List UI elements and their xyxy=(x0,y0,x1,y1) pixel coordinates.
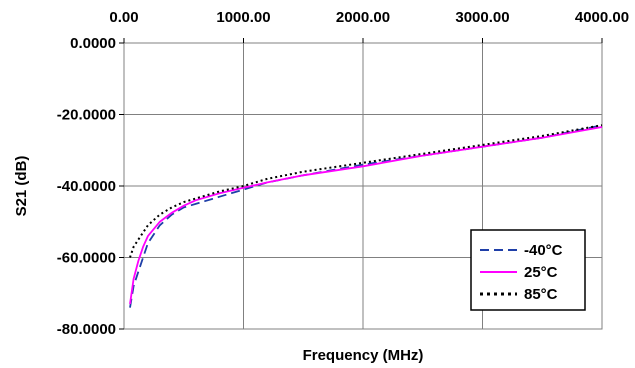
y-tick-label: -60.0000 xyxy=(57,250,116,267)
y-axis-title: S21 (dB) xyxy=(13,156,30,217)
y-tick-label: -80.0000 xyxy=(57,321,116,338)
legend-label: -40°C xyxy=(524,242,563,259)
y-tick-label: -40.0000 xyxy=(57,178,116,195)
tick-labels: 0.00 1000.00 2000.00 3000.00 4000.00 0.0000 -2… xyxy=(57,9,629,338)
x-tick-label: 2000.00 xyxy=(336,9,390,26)
y-tick-label: 0.0000 xyxy=(70,35,116,52)
series-line xyxy=(129,124,603,258)
series-layer xyxy=(129,124,603,308)
x-tick-label: 4000.00 xyxy=(575,9,629,26)
x-tick-label: 1000.00 xyxy=(216,9,270,26)
x-tick-label: 3000.00 xyxy=(455,9,509,26)
legend-label: 25°C xyxy=(524,264,558,281)
legend: -40°C 25°C 85°C xyxy=(470,229,586,311)
series-line xyxy=(129,124,603,308)
legend-label: 85°C xyxy=(524,286,558,303)
series-line xyxy=(129,126,603,305)
y-tick-label: -20.0000 xyxy=(57,107,116,124)
axis-ticks xyxy=(119,38,603,330)
x-tick-label: 0.00 xyxy=(109,9,138,26)
legend-box xyxy=(470,229,586,311)
x-axis-title: Frequency (MHz) xyxy=(303,347,424,364)
